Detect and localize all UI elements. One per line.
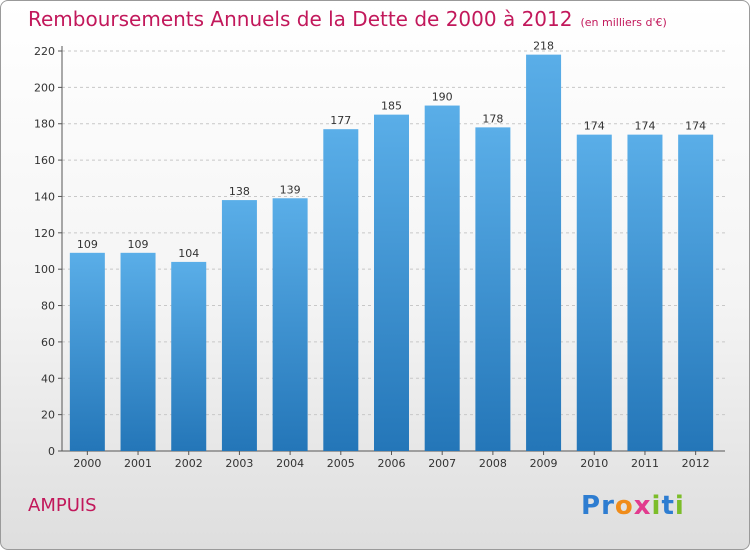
y-tick-label: 80: [41, 300, 55, 313]
data-label: 104: [178, 247, 199, 260]
y-tick-label: 180: [34, 118, 55, 131]
unit-note: (en milliers d'€): [580, 16, 667, 29]
x-tick-label: 2007: [428, 457, 456, 470]
data-label: 139: [280, 183, 301, 196]
bar: [171, 261, 207, 451]
data-labels: 109 109 104 138 139 177 185 190 178 218 174 174 174: [77, 40, 706, 260]
y-tick-label: 120: [34, 227, 55, 240]
data-label: 109: [128, 238, 149, 251]
logo-letter: o: [614, 491, 634, 521]
bars: [69, 54, 714, 452]
x-tick-label: 2001: [124, 457, 152, 470]
y-tick-label: 40: [41, 372, 55, 385]
bar: [576, 134, 612, 452]
bar: [678, 134, 714, 452]
data-label: 109: [77, 238, 98, 251]
bar: [526, 54, 562, 452]
x-tick-label: 2005: [327, 457, 355, 470]
bar: [69, 252, 105, 451]
data-label: 190: [432, 91, 453, 104]
chart-title: Remboursements Annuels de la Dette de 20…: [28, 7, 573, 31]
chart-title-block: Remboursements Annuels de la Dette de 20…: [28, 7, 667, 31]
data-label: 177: [330, 114, 351, 127]
bar: [221, 200, 257, 451]
logo-letter: r: [601, 491, 615, 521]
y-tick-label: 160: [34, 154, 55, 167]
data-label: 174: [685, 120, 706, 133]
data-label: 174: [584, 120, 605, 133]
y-tick-label: 100: [34, 263, 55, 276]
bar: [374, 114, 409, 452]
x-tick-labels: 2000 2001 2002 2003 2004 2005 2006 2007 2008 2009…: [73, 457, 709, 470]
y-tick-label: 140: [34, 190, 55, 203]
bar: [424, 105, 460, 451]
data-label: 138: [229, 185, 250, 198]
y-tick-label: 200: [34, 81, 55, 94]
logo-letter: t: [661, 491, 675, 521]
x-tick-label: 2011: [631, 457, 659, 470]
x-tick-label: 2012: [682, 457, 710, 470]
y-tick-labels: 0 20 40 60 80 100 120 140 160 180 200 220: [34, 45, 55, 458]
bar: [627, 134, 663, 452]
x-tick-label: 2004: [276, 457, 304, 470]
logo-letter: x: [633, 491, 652, 521]
y-tick-label: 220: [34, 45, 55, 58]
proxiti-logo: Proxiti: [581, 491, 685, 521]
data-label: 185: [381, 100, 402, 113]
x-tick-label: 2002: [175, 457, 203, 470]
bar: [475, 127, 511, 451]
x-tick-label: 2000: [73, 457, 101, 470]
x-tick-label: 2010: [580, 457, 608, 470]
data-label: 218: [533, 40, 554, 53]
logo-letter: P: [581, 491, 602, 521]
x-tick-label: 2008: [479, 457, 507, 470]
data-label: 178: [482, 112, 503, 125]
y-tick-label: 20: [41, 409, 55, 422]
y-tick-label: 60: [41, 336, 55, 349]
bar: [120, 252, 156, 451]
x-tick-label: 2006: [378, 457, 406, 470]
logo-letter: i: [674, 491, 685, 521]
data-label: 174: [634, 120, 655, 133]
bar: [272, 198, 308, 451]
logo-letter: i: [651, 491, 662, 521]
x-tick-label: 2003: [225, 457, 253, 470]
y-tick-label: 0: [48, 445, 55, 458]
commune-name: AMPUIS: [28, 495, 97, 516]
bar: [323, 129, 359, 451]
x-tick-label: 2009: [530, 457, 558, 470]
